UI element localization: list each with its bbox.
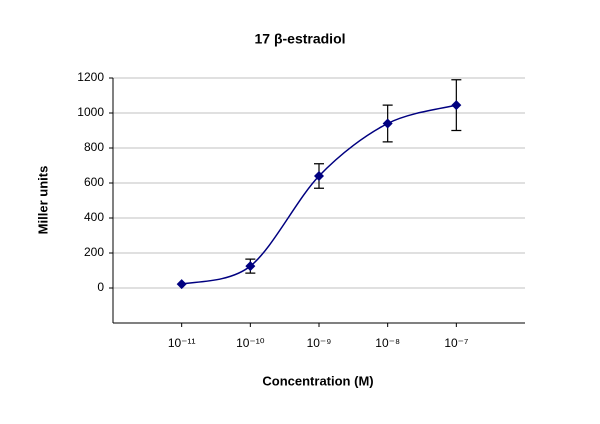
y-tick-label: 0 [97, 280, 104, 294]
x-tick-label: 10⁻⁹ [307, 336, 332, 350]
y-tick-label: 800 [84, 140, 104, 154]
x-tick-label: 10⁻⁷ [444, 336, 468, 350]
x-tick-label: 10⁻⁸ [375, 336, 400, 350]
y-axis-label: Miller units [35, 166, 50, 235]
chart-title: 17 β-estradiol [254, 31, 345, 47]
y-tick-label: 400 [84, 210, 104, 224]
marker [245, 261, 256, 272]
marker [451, 100, 462, 111]
x-tick-label: 10⁻¹⁰ [236, 336, 265, 350]
x-tick-label: 10⁻¹¹ [168, 336, 196, 350]
marker [382, 118, 393, 129]
y-tick-label: 1000 [77, 105, 104, 119]
marker [176, 279, 187, 290]
y-tick-label: 200 [84, 245, 104, 259]
data-line [181, 104, 457, 285]
y-tick-label: 1200 [77, 70, 104, 84]
x-axis-label: Concentration (M) [262, 373, 373, 388]
y-tick-label: 600 [84, 175, 104, 189]
marker [314, 171, 324, 181]
